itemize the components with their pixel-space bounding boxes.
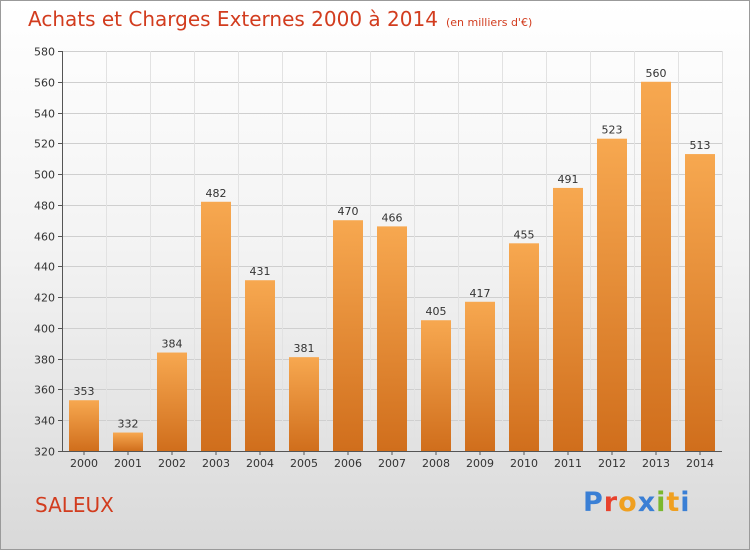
logo-letter: x xyxy=(637,487,657,518)
value-label-2013: 560 xyxy=(646,67,667,80)
y-tick-label-400: 400 xyxy=(34,323,55,336)
y-tick-label-440: 440 xyxy=(34,261,55,274)
x-tick-label-2009: 2009 xyxy=(466,457,494,470)
y-tick-label-500: 500 xyxy=(34,169,55,182)
bar-2009 xyxy=(465,301,495,451)
y-tick-label-480: 480 xyxy=(34,200,55,213)
chart-title: Achats et Charges Externes 2000 à 2014 (e… xyxy=(28,7,532,31)
value-label-2006: 470 xyxy=(338,205,359,218)
x-tick-label-2002: 2002 xyxy=(158,457,186,470)
value-label-2008: 405 xyxy=(426,305,447,318)
location-label: SALEUX xyxy=(35,493,114,517)
x-tick-label-2007: 2007 xyxy=(378,457,406,470)
y-tick-label-320: 320 xyxy=(34,446,55,459)
bar-2012 xyxy=(597,138,627,451)
x-tick-label-2012: 2012 xyxy=(598,457,626,470)
bar-2010 xyxy=(509,243,539,451)
bar-2006 xyxy=(333,220,363,451)
bar-2000 xyxy=(69,400,99,451)
logo-letter: r xyxy=(603,487,619,518)
value-label-2009: 417 xyxy=(470,287,491,300)
value-label-2011: 491 xyxy=(558,173,579,186)
y-tick-label-540: 540 xyxy=(34,108,55,121)
logo-letter: P xyxy=(583,487,604,518)
value-label-2005: 381 xyxy=(294,342,315,355)
value-label-2003: 482 xyxy=(206,187,227,200)
bar-2003 xyxy=(201,201,231,451)
y-tick-label-560: 560 xyxy=(34,77,55,90)
value-label-2001: 332 xyxy=(118,418,139,431)
bar-2007 xyxy=(377,226,407,451)
value-label-2012: 523 xyxy=(602,124,623,137)
proxiti-logo: Proxiti xyxy=(583,487,691,518)
logo-letter: i xyxy=(680,487,691,518)
value-label-2000: 353 xyxy=(74,385,95,398)
y-tick-label-360: 360 xyxy=(34,384,55,397)
y-tick-label-420: 420 xyxy=(34,292,55,305)
bar-2004 xyxy=(245,280,275,451)
x-tick-label-2013: 2013 xyxy=(642,457,670,470)
x-tick-label-2006: 2006 xyxy=(334,457,362,470)
y-tick-label-460: 460 xyxy=(34,231,55,244)
x-tick-label-2000: 2000 xyxy=(70,457,98,470)
y-tick-label-580: 580 xyxy=(34,46,55,59)
y-tick-label-380: 380 xyxy=(34,354,55,367)
chart-title-text: Achats et Charges Externes 2000 à 2014 xyxy=(28,7,438,31)
x-tick-label-2003: 2003 xyxy=(202,457,230,470)
x-tick-label-2010: 2010 xyxy=(510,457,538,470)
x-tick-label-2005: 2005 xyxy=(290,457,318,470)
bar-2014 xyxy=(685,154,715,452)
value-label-2010: 455 xyxy=(514,228,535,241)
bar-2011 xyxy=(553,187,583,451)
logo-letter: t xyxy=(666,487,681,518)
bar-2001 xyxy=(113,432,143,451)
logo-letter: o xyxy=(618,487,638,518)
x-tick-label-2014: 2014 xyxy=(686,457,714,470)
x-tick-label-2011: 2011 xyxy=(554,457,582,470)
bar-layer: 353 332 384 482 431 381 470 466 405 417 455 491 523 5… xyxy=(69,67,715,452)
y-tick-label-520: 520 xyxy=(34,138,55,151)
value-label-2014: 513 xyxy=(690,139,711,152)
bar-2005 xyxy=(289,357,319,451)
value-label-2002: 384 xyxy=(162,338,183,351)
axis-layer: 320 340 360 380 400 420 440 460 480 500 520 540 560 5… xyxy=(34,46,722,470)
y-tick-label-340: 340 xyxy=(34,415,55,428)
chart-unit: (en milliers d'€) xyxy=(445,16,533,29)
x-tick-label-2001: 2001 xyxy=(114,457,142,470)
bar-2008 xyxy=(421,320,451,451)
bar-2002 xyxy=(157,352,187,451)
value-label-2004: 431 xyxy=(250,265,271,278)
x-tick-label-2004: 2004 xyxy=(246,457,274,470)
bar-2013 xyxy=(641,81,671,452)
value-label-2007: 466 xyxy=(382,211,403,224)
x-tick-label-2008: 2008 xyxy=(422,457,450,470)
logo-letter: i xyxy=(656,487,667,518)
